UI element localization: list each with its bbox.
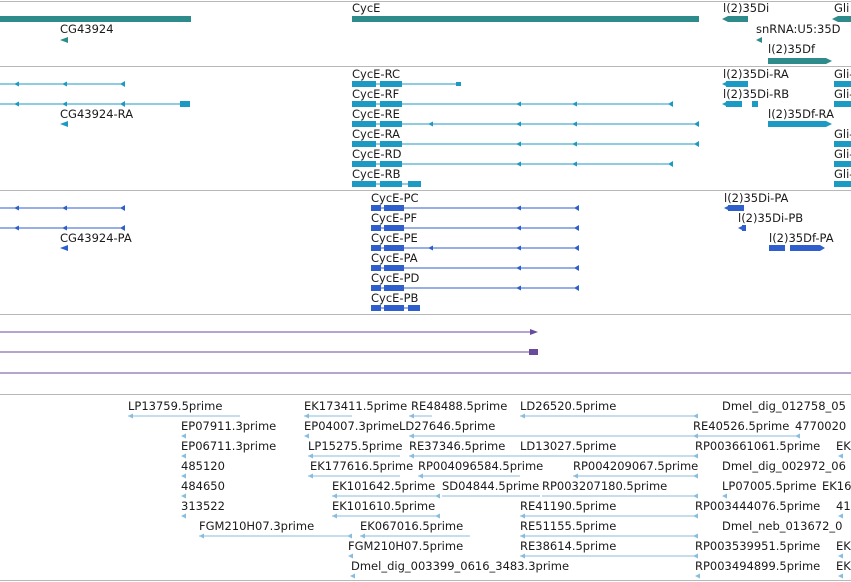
transcript-features <box>0 81 851 187</box>
protein-label[interactable]: CycE-PE <box>371 231 418 245</box>
gene-label-l235di[interactable]: l(2)35Di <box>723 1 770 15</box>
est-label[interactable]: EK173411.5prime <box>304 399 408 413</box>
est-label[interactable]: LD26520.5prime <box>520 399 617 413</box>
est-label[interactable]: RE41190.5prime <box>520 499 617 513</box>
est-label[interactable]: LP15275.5prime <box>308 439 403 453</box>
gene-cg43924-bar[interactable] <box>0 16 191 22</box>
transcript-label[interactable]: Gli- <box>834 167 851 181</box>
transcript-label[interactable]: CG43924-RA <box>60 107 134 121</box>
gene-cg43924-arrow[interactable] <box>60 37 68 43</box>
est-label[interactable]: SD04844.5prime <box>442 479 540 493</box>
gene-label-snrna[interactable]: snRNA:U5:35D <box>756 22 841 36</box>
gene-features <box>0 16 851 64</box>
est-label[interactable]: 485120 <box>181 459 225 473</box>
est-label[interactable]: 41 <box>836 499 851 513</box>
est-label[interactable]: LP07005.5prime <box>722 479 817 493</box>
est-label[interactable]: EK <box>836 439 851 453</box>
est-label[interactable]: RP003661061.5prime <box>695 439 821 453</box>
est-label[interactable]: LD13027.5prime <box>520 439 617 453</box>
est-label[interactable]: RP003444076.5prime <box>695 499 821 513</box>
gene-cyce-bar[interactable] <box>352 16 699 22</box>
transcript-label[interactable]: Gli- <box>834 67 851 81</box>
est-features <box>128 413 843 579</box>
protein-label[interactable]: CycE-PF <box>371 211 418 225</box>
track-divider <box>0 314 851 315</box>
transcript-label[interactable]: l(2)35Df-RA <box>768 107 834 121</box>
gene-label-l235df[interactable]: l(2)35Df <box>768 42 816 56</box>
protein-label[interactable]: CycE-PD <box>371 271 420 285</box>
est-label[interactable]: RE37346.5prime <box>409 439 506 453</box>
est-label[interactable]: EP07911.3prime <box>181 419 277 433</box>
transcript-label[interactable]: CycE-RE <box>352 107 400 121</box>
est-label[interactable]: RP003539951.5prime <box>695 539 821 553</box>
transcript-label[interactable]: Gli- <box>834 87 851 101</box>
est-label[interactable]: EK16 <box>822 479 851 493</box>
sequence-features <box>0 329 851 374</box>
gene-l235df-bar[interactable] <box>768 58 832 64</box>
est-label[interactable]: EK101642.5prime <box>332 479 436 493</box>
track-divider <box>0 190 851 191</box>
est-label[interactable]: RP004096584.5prime <box>418 459 544 473</box>
track-divider <box>0 394 851 395</box>
protein-label[interactable]: l(2)35Di-PB <box>738 211 804 225</box>
est-label[interactable]: 4770020 <box>795 419 847 433</box>
est-label[interactable]: EK067016.5prime <box>360 519 464 533</box>
est-label[interactable]: Dmel_neb_013672_0 <box>722 519 843 533</box>
est-label[interactable]: EP06711.3prime <box>181 439 277 453</box>
gene-gli-bar[interactable] <box>832 16 851 22</box>
transcript-label[interactable]: CycE-RB <box>352 167 401 181</box>
track-divider <box>0 66 851 67</box>
est-label[interactable]: Dmel_dig_002972_06 <box>722 459 846 473</box>
est-label[interactable]: RE51155.5prime <box>520 519 617 533</box>
gene-label-cg43924[interactable]: CG43924 <box>60 22 114 36</box>
protein-label[interactable]: CycE-PC <box>371 191 419 205</box>
est-label[interactable]: RP003494899.5prime <box>695 559 821 573</box>
est-label[interactable]: RE48488.5prime <box>411 399 508 413</box>
est-label[interactable]: LD27646.5prime <box>399 419 496 433</box>
gene-label-cyce[interactable]: CycE <box>352 1 381 15</box>
est-label[interactable]: EK177616.5prime <box>310 459 414 473</box>
transcript-label[interactable]: CycE-RD <box>352 147 402 161</box>
gene-label-gli[interactable]: Gli <box>834 1 850 15</box>
transcript-label[interactable]: Gli- <box>834 127 851 141</box>
est-label[interactable]: Dmel_dig_003399_0616_3483.3prime <box>351 559 570 573</box>
track-divider <box>0 1 851 2</box>
protein-label[interactable]: CycE-PA <box>371 251 418 265</box>
est-label[interactable]: Dmel_dig_012758_05 <box>722 399 846 413</box>
gene-snrna-arrow[interactable] <box>756 37 762 43</box>
est-label[interactable]: RP004209067.5prime <box>573 459 699 473</box>
transcript-label[interactable]: l(2)35Di-RA <box>723 67 789 81</box>
est-label[interactable]: RE40526.5prime <box>693 419 790 433</box>
est-label[interactable]: RE38614.5prime <box>520 539 617 553</box>
est-label[interactable]: RP003207180.5prime <box>542 479 668 493</box>
protein-features <box>0 205 825 311</box>
est-label[interactable]: EP04007.3prime <box>304 419 400 433</box>
est-label[interactable]: EK101610.5prime <box>332 499 436 513</box>
transcript-label[interactable]: CycE-RC <box>352 67 401 81</box>
est-label[interactable]: FGM210H07.3prime <box>199 519 315 533</box>
track-divider <box>0 580 851 581</box>
protein-label[interactable]: l(2)35Df-PA <box>769 231 834 245</box>
est-label[interactable]: EK <box>836 539 851 553</box>
transcript-label[interactable]: CycE-RF <box>352 87 400 101</box>
est-label[interactable]: 484650 <box>181 479 225 493</box>
protein-label[interactable]: l(2)35Di-PA <box>724 191 789 205</box>
est-label[interactable]: FGM210H07.5prime <box>348 539 464 553</box>
transcript-label[interactable]: Gli- <box>834 147 851 161</box>
protein-label[interactable]: CG43924-PA <box>60 231 132 245</box>
transcript-label[interactable]: l(2)35Di-RB <box>723 87 790 101</box>
gene-l235di-bar[interactable] <box>722 16 748 22</box>
protein-label[interactable]: CycE-PB <box>371 291 419 305</box>
est-label[interactable]: LP13759.5prime <box>128 399 223 413</box>
est-label[interactable]: EK <box>836 559 851 573</box>
est-label[interactable]: 313522 <box>181 499 225 513</box>
transcript-label[interactable]: CycE-RA <box>352 127 400 141</box>
